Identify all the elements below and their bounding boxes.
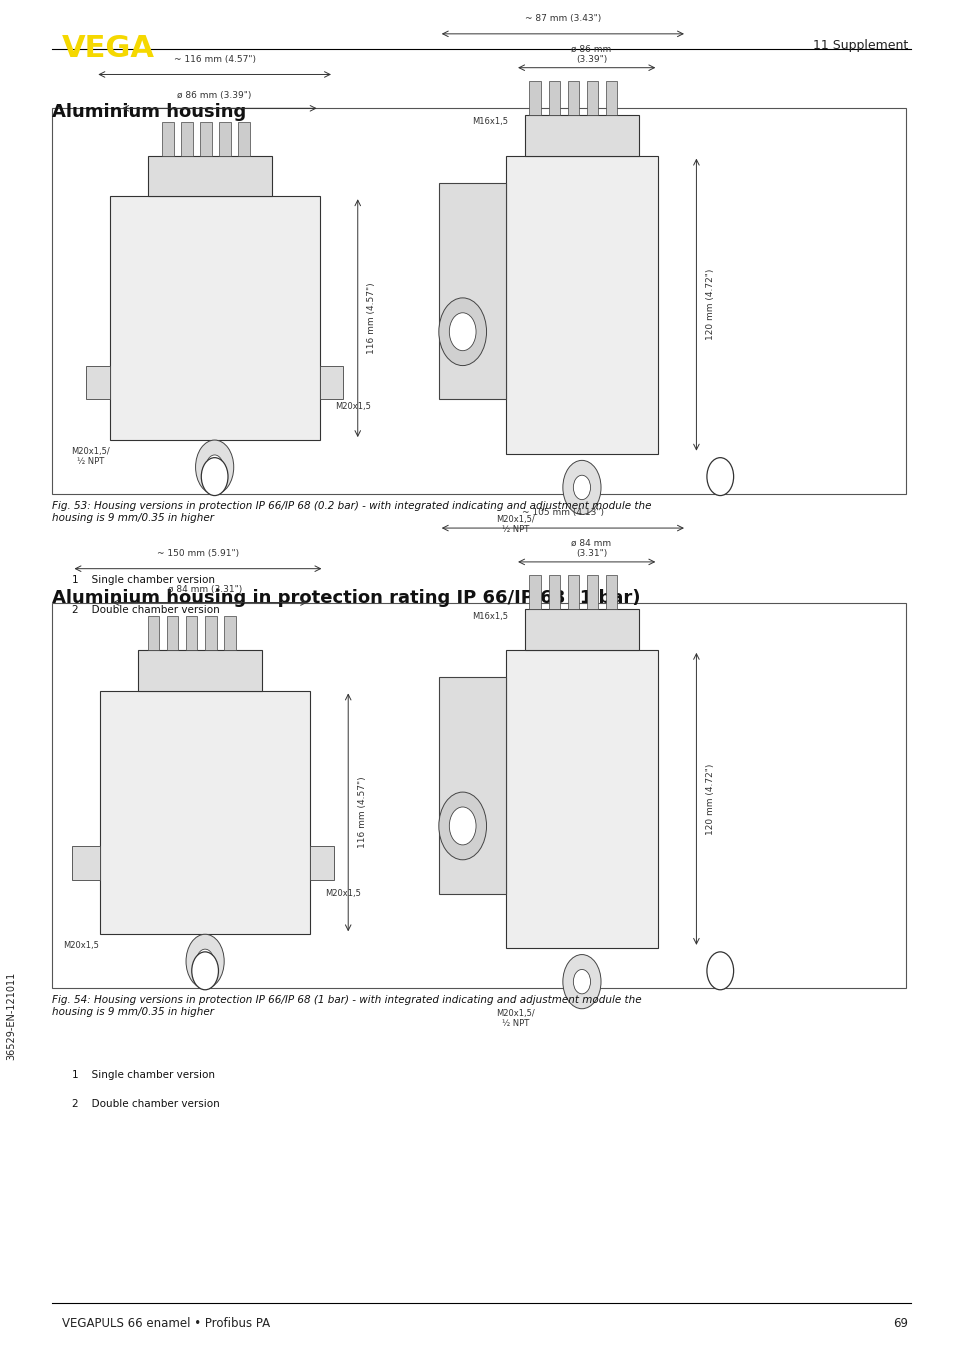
- Bar: [162, 122, 173, 156]
- Text: M20x1,5/
½ NPT: M20x1,5/ ½ NPT: [496, 515, 534, 533]
- FancyBboxPatch shape: [52, 603, 905, 988]
- Circle shape: [562, 460, 600, 515]
- Bar: [86, 366, 110, 399]
- Text: ~ 150 mm (5.91"): ~ 150 mm (5.91"): [156, 548, 239, 558]
- Text: 1: 1: [212, 471, 217, 482]
- Bar: [524, 115, 639, 156]
- Circle shape: [438, 792, 486, 860]
- Bar: [567, 575, 578, 609]
- Circle shape: [449, 313, 476, 351]
- Text: M20x1,5: M20x1,5: [63, 941, 99, 951]
- Text: Aluminium housing in protection rating IP 66/IP 68 (1 bar): Aluminium housing in protection rating I…: [52, 589, 640, 607]
- Bar: [148, 156, 272, 196]
- Circle shape: [206, 455, 223, 479]
- Bar: [167, 616, 178, 650]
- Text: M20x1,5: M20x1,5: [335, 402, 371, 410]
- Text: ~ 87 mm (3.43"): ~ 87 mm (3.43"): [524, 14, 600, 23]
- Bar: [71, 846, 100, 880]
- Bar: [438, 183, 505, 399]
- Bar: [438, 677, 505, 894]
- Text: 1    Single chamber version: 1 Single chamber version: [71, 1070, 214, 1079]
- Text: ø 86 mm (3.39"): ø 86 mm (3.39"): [177, 91, 252, 100]
- Text: Fig. 53: Housing versions in protection IP 66/IP 68 (0.2 bar) - with integrated : Fig. 53: Housing versions in protection …: [52, 501, 651, 523]
- Text: ~ 116 mm (4.57"): ~ 116 mm (4.57"): [173, 54, 255, 64]
- Text: VEGAPULS 66 enamel • Profibus PA: VEGAPULS 66 enamel • Profibus PA: [62, 1317, 270, 1331]
- Text: ~ 105 mm (4.13"): ~ 105 mm (4.13"): [521, 508, 603, 517]
- Bar: [310, 846, 334, 880]
- Text: 2    Double chamber version: 2 Double chamber version: [71, 605, 219, 615]
- Bar: [219, 122, 231, 156]
- Text: Aluminium housing: Aluminium housing: [52, 103, 247, 121]
- Bar: [524, 609, 639, 650]
- Bar: [567, 81, 578, 115]
- Text: ø 84 mm (3.31"): ø 84 mm (3.31"): [168, 585, 242, 594]
- Text: 116 mm (4.57"): 116 mm (4.57"): [357, 777, 366, 848]
- Text: M20x1,5: M20x1,5: [325, 890, 361, 898]
- Bar: [138, 650, 262, 691]
- Circle shape: [562, 955, 600, 1009]
- Text: Fig. 54: Housing versions in protection IP 66/IP 68 (1 bar) - with integrated in: Fig. 54: Housing versions in protection …: [52, 995, 641, 1017]
- Bar: [100, 691, 310, 934]
- Bar: [110, 196, 319, 440]
- Circle shape: [196, 949, 213, 974]
- Bar: [605, 81, 617, 115]
- Bar: [529, 575, 540, 609]
- Bar: [548, 81, 559, 115]
- Bar: [586, 81, 598, 115]
- Text: 1    Single chamber version: 1 Single chamber version: [71, 575, 214, 585]
- Bar: [529, 81, 540, 115]
- Circle shape: [573, 969, 590, 994]
- Text: 1: 1: [202, 965, 208, 976]
- Bar: [586, 575, 598, 609]
- Text: M16x1,5: M16x1,5: [472, 612, 508, 620]
- Bar: [224, 616, 235, 650]
- Text: 69: 69: [892, 1317, 907, 1331]
- Circle shape: [186, 934, 224, 988]
- Text: M20x1,5/
½ NPT: M20x1,5/ ½ NPT: [496, 1009, 534, 1028]
- Circle shape: [706, 458, 733, 496]
- Circle shape: [192, 952, 218, 990]
- Text: 116 mm (4.57"): 116 mm (4.57"): [367, 283, 375, 353]
- Bar: [200, 122, 212, 156]
- Text: VEGA: VEGA: [62, 34, 154, 62]
- Bar: [319, 366, 343, 399]
- Text: 2: 2: [717, 965, 722, 976]
- Circle shape: [573, 475, 590, 500]
- Text: 2    Double chamber version: 2 Double chamber version: [71, 1099, 219, 1109]
- Circle shape: [438, 298, 486, 366]
- Bar: [605, 575, 617, 609]
- Text: 120 mm (4.72"): 120 mm (4.72"): [705, 764, 714, 834]
- Text: ø 84 mm
(3.31"): ø 84 mm (3.31"): [571, 539, 611, 558]
- Bar: [148, 616, 159, 650]
- Circle shape: [201, 458, 228, 496]
- Text: 36529-EN-121011: 36529-EN-121011: [7, 971, 16, 1060]
- Text: ø 86 mm
(3.39"): ø 86 mm (3.39"): [571, 45, 611, 64]
- Bar: [505, 650, 658, 948]
- Bar: [238, 122, 250, 156]
- Text: M20x1,5/
½ NPT: M20x1,5/ ½ NPT: [71, 447, 110, 466]
- Circle shape: [706, 952, 733, 990]
- Text: 2: 2: [717, 471, 722, 482]
- FancyBboxPatch shape: [52, 108, 905, 494]
- Text: 11 Supplement: 11 Supplement: [812, 39, 907, 53]
- Text: 120 mm (4.72"): 120 mm (4.72"): [705, 269, 714, 340]
- Circle shape: [195, 440, 233, 494]
- Circle shape: [449, 807, 476, 845]
- Bar: [205, 616, 216, 650]
- Bar: [181, 122, 193, 156]
- Bar: [505, 156, 658, 454]
- Text: M16x1,5: M16x1,5: [472, 118, 508, 126]
- Bar: [186, 616, 197, 650]
- Bar: [548, 575, 559, 609]
